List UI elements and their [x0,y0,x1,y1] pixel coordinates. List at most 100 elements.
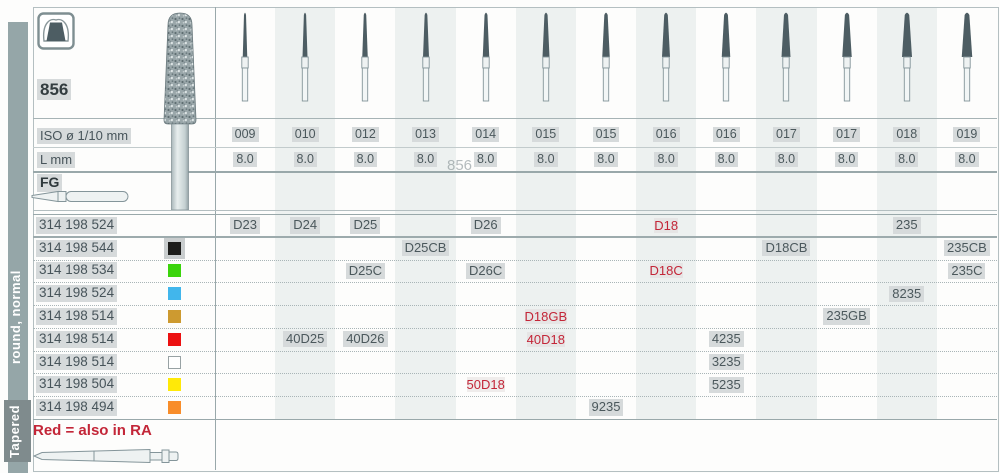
l-value: 8.0 [534,151,558,168]
label-column-divider [215,7,216,470]
iso-value: 016 [652,126,680,143]
iso-value-cell: 017 [756,122,816,147]
row-separator [33,305,997,307]
iso-value-cell: 018 [877,122,937,147]
code-cell: 235 [877,214,937,237]
l-value-cell: 8.0 [817,148,877,171]
l-value: 8.0 [714,151,738,168]
grit-color-chip-black [168,241,181,255]
iso-value: 015 [532,126,560,143]
code-cell: D25CB [395,237,455,260]
order-row: 314 198 534 [33,260,215,283]
iso-value: 014 [472,126,500,143]
bur-icon [535,10,557,104]
grid-line [33,171,997,173]
iso-value-cell: 012 [335,122,395,147]
product-code: 235C [948,262,986,280]
l-value-cell: 8.0 [456,148,516,171]
code-cell: 40D26 [335,328,395,351]
iso-value: 012 [351,126,379,143]
iso-value: 010 [291,126,319,143]
code-cell: 40D18 [516,328,576,351]
product-code: 5235 [708,376,744,393]
l-value-cell: 8.0 [877,148,937,171]
row-separator [33,259,997,261]
code-cell: 3235 [696,351,756,374]
product-code: 40D25 [283,331,328,348]
sidebar-shape-badge: Tapered [4,400,31,462]
sidebar-category-label: round, normal [8,270,23,365]
order-row: 314 198 514 [33,305,215,328]
product-code: 235GB [823,308,870,325]
product-code: D23 [230,217,260,234]
sidebar-shape-label: Tapered [7,404,22,458]
order-row: 314 198 514 [33,328,215,351]
code-cell: D25C [335,260,395,283]
product-code: 40D26 [343,331,388,348]
product-code: D18 [654,217,679,233]
order-row: 314 198 514 [33,351,215,374]
iso-value-cell: 015 [576,122,636,147]
product-code: 3235 [708,353,744,371]
order-number: 314 198 544 [36,239,118,257]
grit-color-chip-red [168,332,181,346]
row-separator [33,282,997,284]
code-cell: D18CB [756,237,816,260]
order-number: 314 198 494 [36,399,118,417]
ra-bur-drawing [32,445,182,467]
grid-line [33,210,997,211]
bur-icon [475,10,497,104]
code-cell: D18GB [516,305,576,328]
grid-line [33,419,997,420]
code-cell: D25 [335,214,395,237]
iso-value: 019 [953,126,981,143]
tooth-icon [37,12,75,50]
l-value: 8.0 [353,151,378,168]
order-number: 314 198 534 [36,262,118,280]
order-number: 314 198 524 [36,285,118,303]
iso-value-cell: 013 [395,122,455,147]
code-cell: D18 [636,214,696,237]
bur-icon [234,10,256,104]
row-separator [33,327,997,329]
bur-icon [715,10,737,104]
row-separator [33,350,997,352]
l-value: 8.0 [233,151,257,168]
bur-icon [655,10,677,104]
l-value: 8.0 [654,151,678,168]
grit-color-chip-green [168,264,181,278]
iso-value-cell: 015 [516,122,576,147]
iso-value-cell: 017 [817,122,877,147]
grit-color-chip-white [168,355,181,369]
grid-line [33,118,997,119]
iso-value-cell: 016 [696,122,756,147]
product-code: D18C [649,263,683,279]
order-number: 314 198 514 [36,308,118,325]
grit-color-chip-box [164,329,185,350]
bur-icon [415,10,437,104]
code-cell: 40D25 [275,328,335,351]
code-cell: D26C [456,260,516,283]
product-code: D25 [350,217,381,234]
code-cell: D24 [275,214,335,237]
l-value-cell: 8.0 [756,148,816,171]
fg-shank-drawing [31,189,133,205]
l-value-cell: 8.0 [516,148,576,171]
code-cell: 235C [937,260,997,283]
order-row: 314 198 494 [33,396,215,419]
iso-value: 017 [833,126,861,143]
product-code: 235CB [944,240,990,257]
l-value-cell: 8.0 [937,148,997,171]
l-value: 8.0 [413,151,438,168]
order-number: 314 198 524 [36,216,118,234]
grit-color-chip-orange [168,401,181,415]
iso-value: 009 [231,126,259,143]
grit-color-chip-box [164,352,185,373]
iso-value-cell: 019 [937,122,997,147]
l-value: 8.0 [594,151,618,168]
iso-value: 018 [893,126,921,143]
l-value: 8.0 [473,151,498,168]
code-cell: D26 [456,214,516,237]
grit-color-chip-yellow [168,378,181,392]
